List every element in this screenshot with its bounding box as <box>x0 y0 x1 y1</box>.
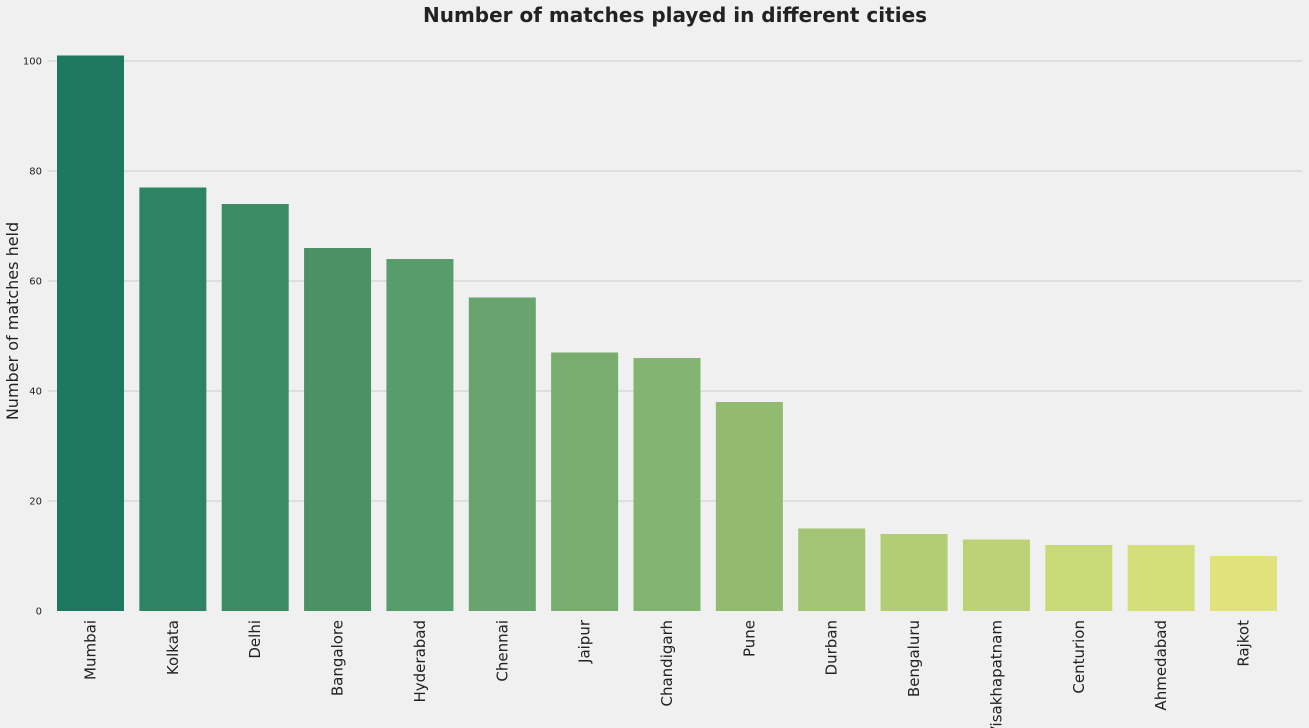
bar-hyderabad <box>386 259 454 611</box>
bar-visakhapatnam <box>962 539 1030 611</box>
bar-kolkata <box>139 187 207 611</box>
x-tick-label: Pune <box>740 620 758 657</box>
bar-chandigarh <box>633 358 701 611</box>
bar-jaipur <box>551 352 619 611</box>
x-tick-label: Ahmedabad <box>1152 620 1170 711</box>
y-tick-label: 0 <box>36 607 42 618</box>
bar-chennai <box>468 297 536 611</box>
x-tick-label: Bengaluru <box>905 620 923 697</box>
x-tick-label: Mumbai <box>82 620 100 680</box>
bar-mumbai <box>57 55 124 611</box>
x-tick-label: Hyderabad <box>411 620 429 703</box>
x-tick-label: Bangalore <box>329 620 347 696</box>
bar-bengaluru <box>880 534 948 611</box>
y-tick-label: 40 <box>29 387 42 398</box>
x-tick-label: Delhi <box>246 620 264 659</box>
bar-centurion <box>1045 545 1113 611</box>
x-tick-label: Visakhapatnam <box>987 620 1005 728</box>
bar-rajkot <box>1210 556 1277 611</box>
bar-ahmedabad <box>1127 545 1195 611</box>
x-tick-label: Jaipur <box>576 619 594 664</box>
y-tick-label: 20 <box>29 497 42 508</box>
bar-delhi <box>221 204 289 611</box>
y-tick-labels: 0 20 40 60 80 100 <box>23 57 42 618</box>
y-tick-label: 80 <box>29 167 42 178</box>
x-tick-label: Centurion <box>1070 620 1088 694</box>
chart-title: Number of matches played in different ci… <box>423 3 927 27</box>
bar-pune <box>715 402 783 611</box>
x-tick-label: Durban <box>823 620 841 675</box>
bar-bangalore <box>304 248 372 611</box>
bar-durban <box>798 528 866 611</box>
x-tick-label: Chennai <box>493 620 511 682</box>
x-tick-labels: Mumbai Kolkata Delhi Bangalore Hyderabad Chen… <box>82 619 1253 728</box>
y-axis-label: Number of matches held <box>3 222 22 420</box>
x-tick-label: Kolkata <box>164 620 182 675</box>
y-tick-label: 100 <box>23 57 42 68</box>
bars <box>57 55 1277 611</box>
x-tick-label: Chandigarh <box>658 620 676 707</box>
y-tick-label: 60 <box>29 277 42 288</box>
x-tick-label: Rajkot <box>1235 620 1253 667</box>
